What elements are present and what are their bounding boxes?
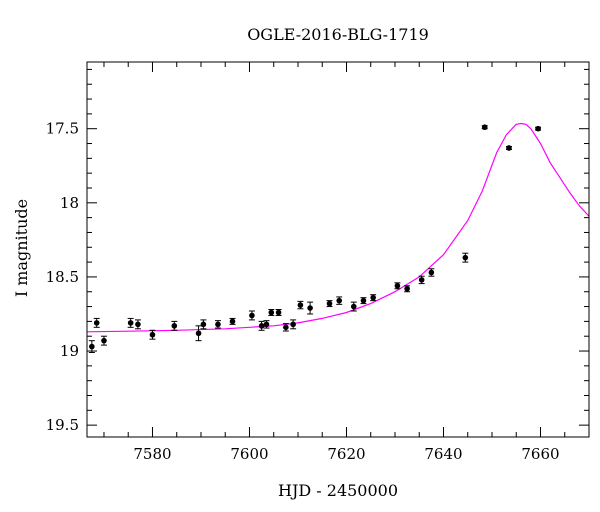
data-point — [275, 309, 282, 316]
x-axis-label: HJD - 2450000 — [278, 481, 398, 500]
data-point — [290, 321, 296, 328]
data-point — [263, 321, 270, 328]
data-point — [535, 125, 541, 132]
x-tick-label: 7620 — [327, 445, 365, 463]
x-tick-label: 7660 — [521, 445, 559, 463]
data-point — [258, 323, 265, 329]
x-tick-label: 7580 — [133, 445, 171, 463]
data-point — [229, 318, 236, 325]
data-point — [93, 320, 100, 326]
y-tick-label: 19.5 — [46, 416, 79, 434]
plot-frame — [86, 61, 590, 438]
data-point — [370, 294, 376, 301]
data-point — [404, 285, 410, 292]
chart-title: OGLE-2016-BLG-1719 — [247, 25, 429, 44]
data-point — [195, 330, 202, 337]
data-point — [326, 300, 333, 307]
data-point — [283, 324, 289, 331]
data-point — [506, 145, 512, 151]
y-tick-label: 18.5 — [46, 268, 79, 286]
data-point — [268, 309, 275, 316]
data-point — [200, 321, 207, 328]
data-point — [171, 323, 178, 329]
data-point — [127, 320, 134, 326]
data-point — [297, 302, 304, 308]
plot-area: 7580 7600 7620 7640 7660 17.5 18 18.5 19 19.5 — [46, 61, 590, 463]
data-point — [307, 305, 313, 311]
x-tick-label: 7640 — [424, 445, 462, 463]
data-point — [481, 124, 488, 131]
data-point — [249, 312, 255, 319]
data-point — [135, 321, 141, 328]
data-point — [336, 297, 343, 304]
model-curve — [87, 122, 589, 333]
data-point — [462, 254, 469, 261]
data-point — [428, 269, 435, 276]
y-tick-label: 18 — [60, 194, 79, 212]
x-tick-label: 7600 — [230, 445, 268, 463]
y-tick-label: 19 — [60, 342, 79, 360]
data-point — [418, 277, 425, 283]
data-point — [394, 283, 401, 289]
data-point — [350, 303, 357, 310]
data-point — [215, 321, 221, 328]
data-point — [101, 337, 107, 344]
data-point — [89, 343, 95, 350]
y-tick-label: 17.5 — [46, 120, 79, 138]
data-point — [360, 297, 367, 304]
data-point — [149, 331, 156, 338]
y-axis-label: I magnitude — [12, 199, 31, 297]
